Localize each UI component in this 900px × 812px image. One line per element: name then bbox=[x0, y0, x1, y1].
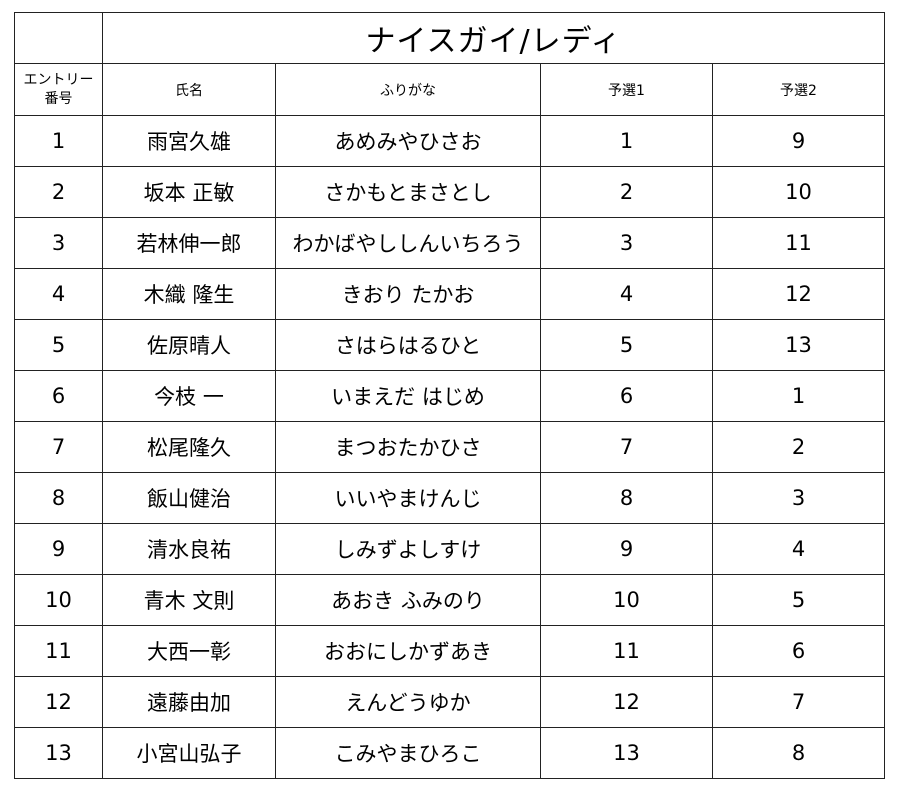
cell-prelim2: 12 bbox=[712, 268, 885, 320]
cell-name: 坂本 正敏 bbox=[102, 166, 276, 218]
cell-prelim2: 11 bbox=[712, 217, 885, 269]
header-entry-number: エントリー 番号 bbox=[14, 63, 103, 116]
header-entry-line1: エントリー bbox=[23, 71, 94, 88]
table-row: 5 佐原晴人 さはらはるひと 5 13 bbox=[14, 319, 885, 371]
cell-prelim1: 3 bbox=[540, 217, 713, 269]
table-row: 1 雨宮久雄 あめみやひさお 1 9 bbox=[14, 115, 885, 167]
cell-prelim1: 8 bbox=[540, 472, 713, 524]
cell-entry-number: 5 bbox=[14, 319, 103, 371]
table-row: 10 青木 文則 あおき ふみのり 10 5 bbox=[14, 574, 885, 626]
cell-name: 清水良祐 bbox=[102, 523, 276, 575]
cell-furigana: あめみやひさお bbox=[275, 115, 541, 167]
table-row: 8 飯山健治 いいやまけんじ 8 3 bbox=[14, 472, 885, 524]
cell-prelim2: 3 bbox=[712, 472, 885, 524]
cell-name: 青木 文則 bbox=[102, 574, 276, 626]
header-name: 氏名 bbox=[102, 63, 276, 116]
cell-entry-number: 1 bbox=[14, 115, 103, 167]
cell-name: 小宮山弘子 bbox=[102, 727, 276, 779]
cell-prelim1: 5 bbox=[540, 319, 713, 371]
cell-prelim1: 6 bbox=[540, 370, 713, 422]
cell-prelim2: 1 bbox=[712, 370, 885, 422]
cell-furigana: あおき ふみのり bbox=[275, 574, 541, 626]
cell-entry-number: 10 bbox=[14, 574, 103, 626]
title-row: ナイスガイ/レディ bbox=[14, 12, 885, 64]
table-row: 4 木織 隆生 きおり たかお 4 12 bbox=[14, 268, 885, 320]
cell-name: 遠藤由加 bbox=[102, 676, 276, 728]
cell-entry-number: 13 bbox=[14, 727, 103, 779]
table-title: ナイスガイ/レディ bbox=[102, 12, 885, 64]
cell-furigana: いまえだ はじめ bbox=[275, 370, 541, 422]
cell-entry-number: 9 bbox=[14, 523, 103, 575]
cell-prelim1: 9 bbox=[540, 523, 713, 575]
cell-furigana: おおにしかずあき bbox=[275, 625, 541, 677]
entry-table: ナイスガイ/レディ エントリー 番号 氏名 ふりがな 予選1 予選2 1 雨宮久雄… bbox=[14, 12, 885, 779]
cell-entry-number: 3 bbox=[14, 217, 103, 269]
header-furigana: ふりがな bbox=[275, 63, 541, 116]
table-row: 7 松尾隆久 まつおたかひさ 7 2 bbox=[14, 421, 885, 473]
table-row: 12 遠藤由加 えんどうゆか 12 7 bbox=[14, 676, 885, 728]
cell-entry-number: 2 bbox=[14, 166, 103, 218]
cell-prelim2: 5 bbox=[712, 574, 885, 626]
cell-furigana: きおり たかお bbox=[275, 268, 541, 320]
cell-prelim1: 1 bbox=[540, 115, 713, 167]
cell-furigana: さかもとまさとし bbox=[275, 166, 541, 218]
cell-prelim2: 6 bbox=[712, 625, 885, 677]
header-prelim2: 予選2 bbox=[712, 63, 885, 116]
cell-furigana: さはらはるひと bbox=[275, 319, 541, 371]
cell-furigana: しみずよしすけ bbox=[275, 523, 541, 575]
cell-prelim2: 10 bbox=[712, 166, 885, 218]
cell-prelim2: 8 bbox=[712, 727, 885, 779]
cell-prelim1: 4 bbox=[540, 268, 713, 320]
cell-furigana: いいやまけんじ bbox=[275, 472, 541, 524]
table-row: 9 清水良祐 しみずよしすけ 9 4 bbox=[14, 523, 885, 575]
cell-entry-number: 12 bbox=[14, 676, 103, 728]
cell-prelim2: 9 bbox=[712, 115, 885, 167]
cell-entry-number: 11 bbox=[14, 625, 103, 677]
cell-prelim1: 13 bbox=[540, 727, 713, 779]
cell-name: 木織 隆生 bbox=[102, 268, 276, 320]
table-row: 6 今枝 一いまえだ はじめ 6 1 bbox=[14, 370, 885, 422]
header-row: エントリー 番号 氏名 ふりがな 予選1 予選2 bbox=[14, 63, 885, 116]
cell-prelim2: 7 bbox=[712, 676, 885, 728]
cell-entry-number: 8 bbox=[14, 472, 103, 524]
cell-furigana: こみやまひろこ bbox=[275, 727, 541, 779]
cell-prelim2: 4 bbox=[712, 523, 885, 575]
cell-prelim1: 11 bbox=[540, 625, 713, 677]
header-entry-line2: 番号 bbox=[44, 90, 73, 107]
cell-entry-number: 4 bbox=[14, 268, 103, 320]
empty-corner-cell bbox=[14, 12, 103, 64]
cell-entry-number: 6 bbox=[14, 370, 103, 422]
cell-name: 若林伸一郎 bbox=[102, 217, 276, 269]
cell-prelim1: 2 bbox=[540, 166, 713, 218]
cell-name: 雨宮久雄 bbox=[102, 115, 276, 167]
cell-entry-number: 7 bbox=[14, 421, 103, 473]
cell-name: 大西一彰 bbox=[102, 625, 276, 677]
cell-name: 今枝 一 bbox=[102, 370, 276, 422]
cell-prelim1: 7 bbox=[540, 421, 713, 473]
cell-name: 佐原晴人 bbox=[102, 319, 276, 371]
table-row: 3 若林伸一郎 わかばやししんいちろう 3 11 bbox=[14, 217, 885, 269]
cell-name: 松尾隆久 bbox=[102, 421, 276, 473]
cell-furigana: えんどうゆか bbox=[275, 676, 541, 728]
cell-prelim2: 2 bbox=[712, 421, 885, 473]
cell-prelim1: 10 bbox=[540, 574, 713, 626]
cell-name: 飯山健治 bbox=[102, 472, 276, 524]
table-row: 13 小宮山弘子 こみやまひろこ 13 8 bbox=[14, 727, 885, 779]
cell-prelim1: 12 bbox=[540, 676, 713, 728]
cell-furigana: まつおたかひさ bbox=[275, 421, 541, 473]
cell-furigana: わかばやししんいちろう bbox=[275, 217, 541, 269]
table-row: 2 坂本 正敏 さかもとまさとし 2 10 bbox=[14, 166, 885, 218]
header-prelim1: 予選1 bbox=[540, 63, 713, 116]
table-row: 11 大西一彰 おおにしかずあき 11 6 bbox=[14, 625, 885, 677]
cell-prelim2: 13 bbox=[712, 319, 885, 371]
